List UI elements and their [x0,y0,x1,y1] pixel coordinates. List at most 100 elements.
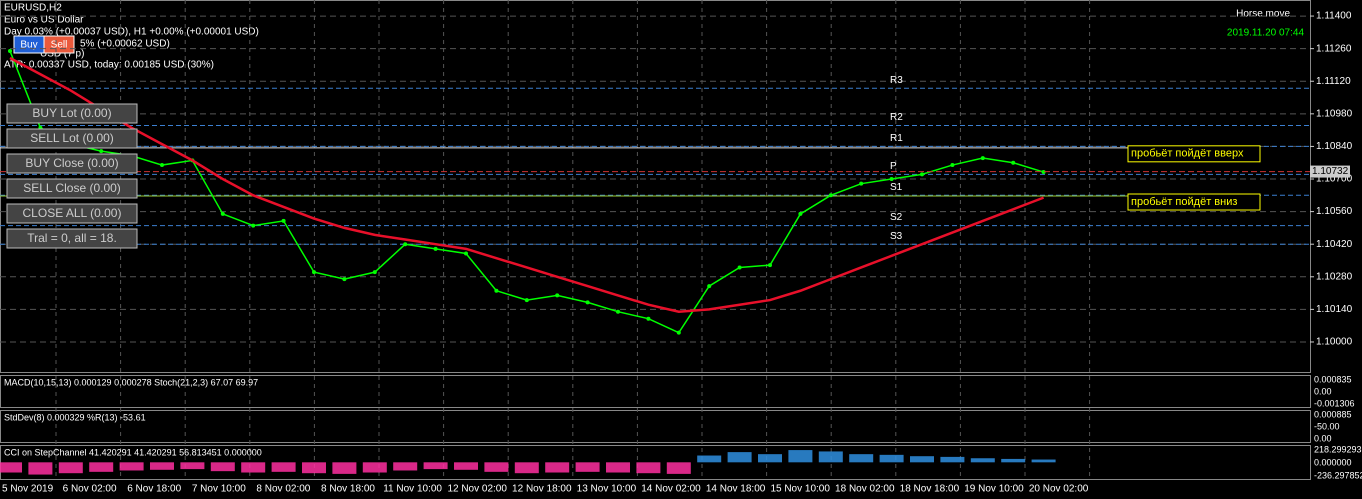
cci-bar [970,458,995,463]
symbol: EURUSD,H2 [4,3,62,14]
pivot-label: R2 [890,112,903,123]
y-tick-label: 1.11260 [1316,43,1352,54]
indicator-tick: -236.297852 [1314,470,1362,480]
pivot-label: R1 [890,133,903,144]
annotation-text: пробьёт пойдёт вверх [1131,148,1244,160]
panel-label[interactable]: BUY Close (0.00) [25,156,118,170]
panel-button[interactable] [6,153,138,174]
cci-bar [423,462,448,470]
time-label: 18 Nov 02:00 [835,484,895,495]
y-tick-label: 1.10980 [1316,108,1353,119]
panel-label[interactable]: CLOSE ALL (0.00) [23,206,122,220]
time-label: 12 Nov 02:00 [447,484,507,495]
cci-bar [89,462,114,472]
y-tick-label: 1.10840 [1316,141,1353,152]
panel-button[interactable] [6,228,138,249]
close-point [464,251,468,256]
atr: ATR: 0.00337 USD, today: 0.00185 USD (30… [4,60,214,71]
panel-label[interactable]: Tral = 0, all = 18. [27,231,117,245]
panel-button[interactable] [6,178,138,199]
cci-bar [606,462,630,473]
indicator-tick: 0.00 [1314,433,1332,443]
close-point [707,284,712,289]
close-point [676,330,681,335]
info-line: USD (7 p) [40,49,84,60]
pivot-label: S1 [890,182,903,193]
indicator-title: CCI on StepChannel 41.420291 41.420291 5… [4,447,262,457]
cci-bar [697,455,722,463]
panel-button[interactable] [6,128,138,149]
close-point [160,163,164,168]
indicator-title: StdDev(8) 0.000329 %R(13) -53.61 [4,412,146,422]
close-point [555,293,560,298]
cci-bar [727,452,752,463]
stddev-frame [0,410,1311,443]
close-point [859,181,864,186]
time-label: 18 Nov 18:00 [900,484,960,495]
time-label: 6 Nov 18:00 [127,484,181,495]
panel-label[interactable]: BUY Lot (0.00) [32,106,111,120]
close-point [920,172,924,177]
time-label: 15 Nov 10:00 [770,484,830,495]
close-point [524,298,529,303]
panel-label[interactable]: SELL Close (0.00) [23,181,121,195]
cci-bar [58,462,83,474]
cci-bar [545,462,570,473]
y-tick-label: 1.10280 [1316,271,1353,282]
indicator-tick: 218.299293 [1314,444,1362,454]
y-tick-label: 1.11400 [1316,11,1352,22]
panel-label[interactable]: SELL Lot (0.00) [30,131,114,145]
server-time: 2019.11.20 07:44 [1227,28,1305,39]
cci-bar [241,462,266,473]
time-label: 11 Nov 10:00 [383,484,442,495]
close-point [1041,170,1046,175]
cci-bar [119,462,144,471]
indicator-tick: 0.000835 [1314,374,1352,384]
indicator-tick: -0.001306 [1314,398,1355,408]
cci-bar [940,456,965,463]
time-label: 12 Nov 18:00 [512,484,572,495]
close-point [494,288,499,293]
close-point [768,263,772,268]
cci-bar [271,462,296,472]
close-point [950,163,955,168]
cci-bar [150,462,174,470]
close-point [312,270,316,275]
sell-label[interactable]: Sell [51,40,68,51]
cci-bar [28,462,53,475]
cci-bar [0,462,22,473]
macd-frame [0,375,1311,408]
close-point [251,223,256,228]
cci-bar [393,462,418,471]
annotation-text: пробьёт пойдёт вниз [1131,196,1237,208]
indicator-tick: -50.00 [1314,421,1340,431]
pivot-label: S2 [890,212,903,223]
close-point [220,211,225,216]
buy-label[interactable]: Buy [20,40,37,51]
time-label: 14 Nov 18:00 [706,484,766,495]
series-line [9,56,1045,313]
time-label: 5 Nov 2019 [2,484,54,495]
cci-bar [484,462,509,472]
panel-button[interactable] [6,103,138,124]
pivot-label: R3 [890,75,903,86]
close-point [616,309,620,314]
cci-bar [758,454,782,463]
pivot-label: P [890,161,897,172]
cci-bar [1001,458,1026,463]
y-tick-label: 1.10140 [1316,304,1353,315]
close-point [798,211,803,216]
close-point [403,242,408,247]
cci-bar [575,462,600,472]
cci-bar [666,462,691,474]
close-point [342,277,347,282]
close-point [980,156,985,161]
main-frame [0,0,1311,373]
panel-button[interactable] [6,203,138,224]
cci-bar [302,462,326,474]
indicator-tick: 0.000000 [1314,457,1352,467]
close-point [828,193,833,198]
annotation-box [1127,145,1261,163]
close-point [646,316,651,321]
close-point [99,149,104,154]
